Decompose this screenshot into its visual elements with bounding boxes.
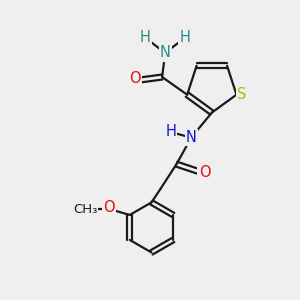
Text: O: O: [199, 166, 210, 181]
Text: O: O: [129, 71, 141, 86]
Text: N: N: [186, 130, 197, 145]
Text: H: H: [165, 124, 176, 139]
Text: O: O: [103, 200, 115, 215]
Text: H: H: [140, 30, 151, 45]
Text: H: H: [179, 30, 190, 45]
Text: S: S: [237, 87, 247, 102]
Text: N: N: [160, 45, 170, 60]
Text: CH₃: CH₃: [73, 202, 97, 215]
